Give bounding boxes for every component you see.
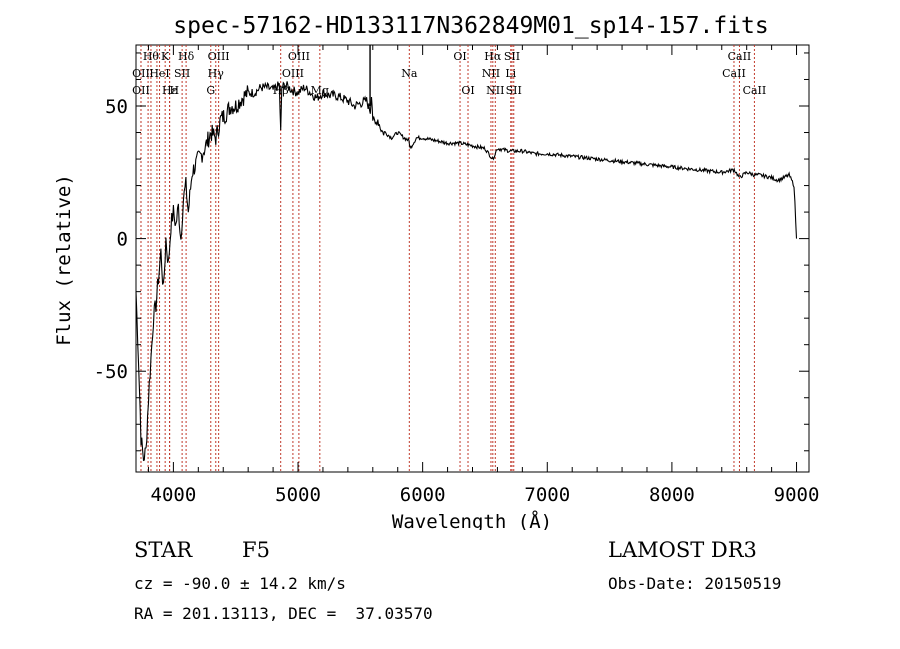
spectral-line-label: CaII (743, 84, 767, 97)
spectral-line-label: HeI (149, 67, 169, 80)
x-tick-label: 5000 (275, 484, 321, 506)
spectral-line-label: K (161, 50, 170, 63)
plot-title: spec-57162-HD133117N362849M01_sp14-157.f… (173, 13, 768, 39)
spectral-line-label: CaII (722, 67, 746, 80)
spectral-line-markers (140, 45, 755, 472)
spectral-line-label: Hε (162, 84, 178, 97)
spectral-line-label: NII (482, 67, 500, 80)
x-tick-label: 6000 (400, 484, 446, 506)
spectral-line-label: OI (461, 84, 474, 97)
x-axis-ticks: 4000 5000 6000 7000 8000 9000 (147, 45, 820, 506)
x-axis-label: Wavelength (Å) (392, 510, 552, 530)
observation-date: Obs-Date: 20150519 (608, 574, 782, 593)
spectral-line-label: G (206, 84, 215, 97)
spectral-line-label: SII (506, 84, 522, 97)
spectrum-line (135, 81, 798, 462)
y-tick-label: 0 (117, 229, 128, 251)
x-tick-label: 9000 (774, 484, 820, 506)
spectral-line-label: Hγ (208, 67, 225, 80)
y-axis-ticks: 50 0 -50 (94, 52, 809, 452)
spectral-line-label: SII (174, 67, 190, 80)
y-axis-label: Flux (relative) (53, 174, 75, 346)
spectral-line-label: H (170, 84, 180, 97)
spectral-line-label: OII (132, 67, 150, 80)
spectral-line-label: Na (401, 67, 418, 80)
spectral-line-label: Hα (484, 50, 502, 63)
object-subclass: F5 (242, 538, 270, 562)
spectral-line-label: Hθ (143, 50, 160, 63)
spectral-line-label: OIII (282, 67, 304, 80)
survey-release: LAMOST DR3 (608, 538, 757, 562)
spectrum-plot: spec-57162-HD133117N362849M01_sp14-157.f… (53, 13, 820, 530)
spectral-line-labels: HθOIIOIIHeIKHεHSIIHδGHγOIIIHβOIIIOIIIMgN… (132, 50, 766, 97)
spectral-line-label: Hδ (178, 50, 195, 63)
spectral-line-label: OII (132, 84, 150, 97)
x-tick-label: 4000 (151, 484, 197, 506)
object-class: STAR (134, 538, 193, 562)
spectral-line-label: OIII (208, 50, 230, 63)
spectral-line-label: OI (453, 50, 466, 63)
y-tick-label: 50 (105, 96, 128, 118)
spectral-line-label: CaII (728, 50, 752, 63)
ra-dec: RA = 201.13113, DEC = 37.03570 (134, 604, 433, 623)
spectral-line-label: Li (505, 67, 516, 80)
redshift-cz: cz = -90.0 ± 14.2 km/s (134, 574, 346, 593)
x-tick-label: 7000 (524, 484, 570, 506)
x-tick-label: 8000 (649, 484, 695, 506)
plot-frame (135, 44, 810, 473)
spectral-line-label: OIII (288, 50, 310, 63)
spectral-line-label: NII (486, 84, 504, 97)
spectral-line-label: SII (504, 50, 520, 63)
y-tick-label: -50 (94, 361, 128, 383)
